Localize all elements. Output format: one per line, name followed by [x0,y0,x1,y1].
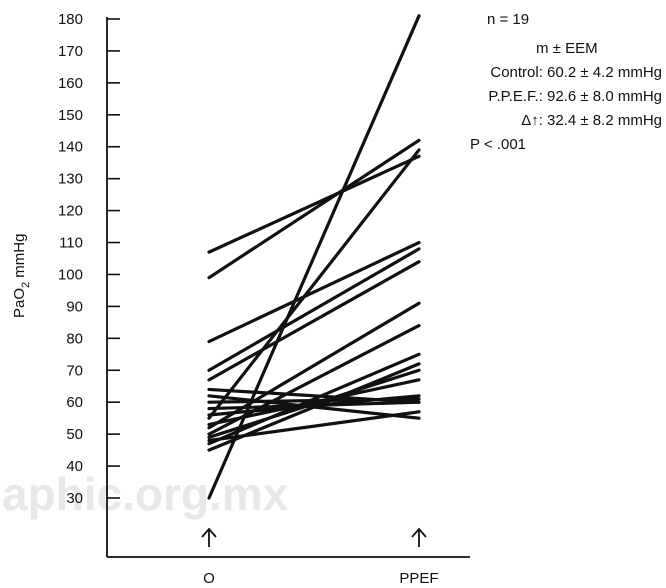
y-ticks: 30 40 50 60 70 80 90 100 110 120 130 140 150 160 170 18… [58,11,120,507]
axes [106,17,470,558]
y-tick-label: 160 [58,75,83,92]
annotation-delta: Δ↑: 32.4 ± 8.2 mmHg [521,112,662,129]
category-label-o: O [203,570,215,587]
series-line-7 [207,148,421,420]
annotation-n: n = 19 [487,11,529,28]
y-axis-label-main: PaO [11,288,28,318]
category-arrow-o [201,527,217,547]
y-tick-label: 180 [58,11,83,28]
y-tick-label: 40 [66,458,83,475]
arrow-head [201,527,217,538]
y-tick-label: 30 [66,490,83,507]
series-line-3 [207,138,421,280]
series-line-4 [207,240,421,344]
series-lines [207,14,421,500]
series-line-17 [207,400,421,411]
stats-annotation: n = 19 m ± EEM Control: 60.2 ± 4.2 mmHg … [470,11,662,153]
series-line-18 [207,397,421,404]
category-label-ppef: PPEF [399,570,438,587]
y-tick-label: 70 [66,362,83,379]
annotation-p-value: P < .001 [470,136,526,153]
y-tick-label: 80 [66,330,83,347]
y-tick-label: 140 [58,139,83,156]
annotation-mean: m ± EEM [536,40,598,57]
y-tick-label: 100 [58,266,83,283]
arrow-head [411,527,427,538]
x-categories: O PPEF [201,527,439,587]
annotation-control: Control: 60.2 ± 4.2 mmHg [490,64,662,81]
series-line-5 [207,247,421,372]
y-tick-label: 120 [58,203,83,220]
y-tick-label: 130 [58,171,83,188]
category-arrow-ppef [411,527,427,547]
y-tick-label: 60 [66,394,83,411]
y-tick-label: 90 [66,298,83,315]
watermark: aphic.org.mx [2,468,289,520]
y-tick-label: 50 [66,426,83,443]
y-tick-label: 150 [58,107,83,124]
series-line-19 [207,410,421,443]
series-line-2 [207,154,421,254]
y-tick-label: 170 [58,43,83,60]
y-tick-label: 110 [59,235,83,252]
series-line-6 [207,260,421,382]
y-axis-label-unit: mmHg [11,234,28,282]
y-axis-label-subscript: 2 [20,282,32,288]
annotation-ppef: P.P.E.F.: 92.6 ± 8.0 mmHg [488,88,662,105]
y-axis-label: PaO2 mmHg [11,234,32,318]
